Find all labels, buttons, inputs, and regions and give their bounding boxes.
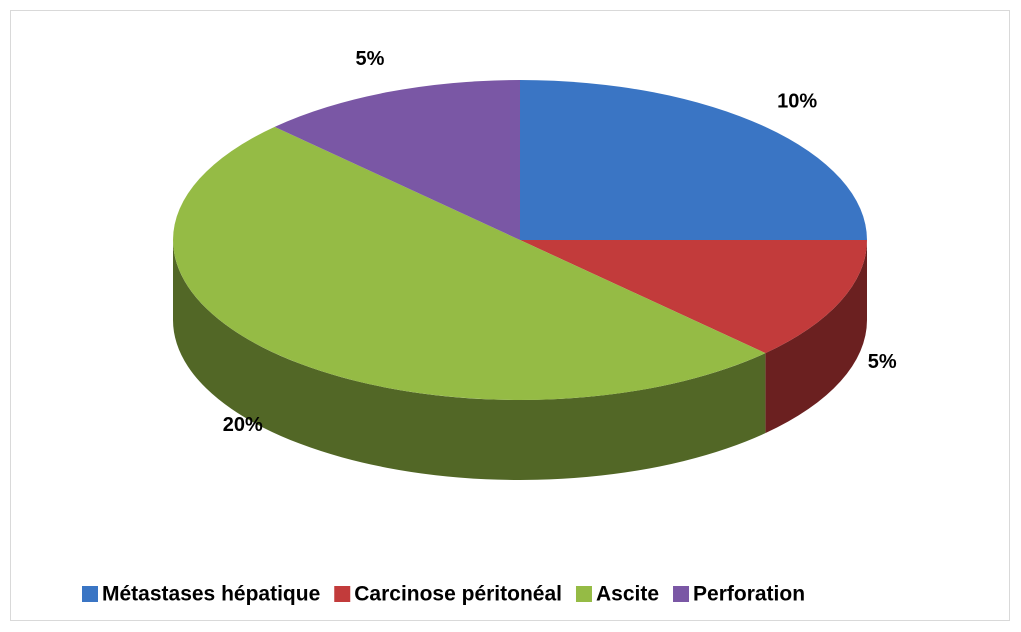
pie-slice — [172, 126, 766, 400]
legend-label: Carcinose péritonéal — [354, 583, 562, 606]
pie-slice — [520, 80, 867, 240]
data-label: 10% — [777, 90, 817, 112]
legend-label: Ascite — [596, 583, 659, 606]
legend-label: Perforation — [693, 583, 805, 606]
legend-swatch — [575, 586, 592, 602]
legend-label: Métastases hépatique — [102, 583, 320, 606]
legend-swatch — [82, 586, 98, 602]
pie-slice — [274, 80, 520, 240]
pie-side — [765, 240, 867, 434]
data-label: 5% — [356, 48, 385, 70]
data-label: 20% — [223, 414, 263, 436]
legend-swatch — [334, 586, 351, 602]
pie-side — [173, 240, 766, 480]
pie-slice — [520, 240, 867, 354]
legend-swatch — [673, 586, 690, 602]
data-label: 5% — [868, 351, 897, 373]
